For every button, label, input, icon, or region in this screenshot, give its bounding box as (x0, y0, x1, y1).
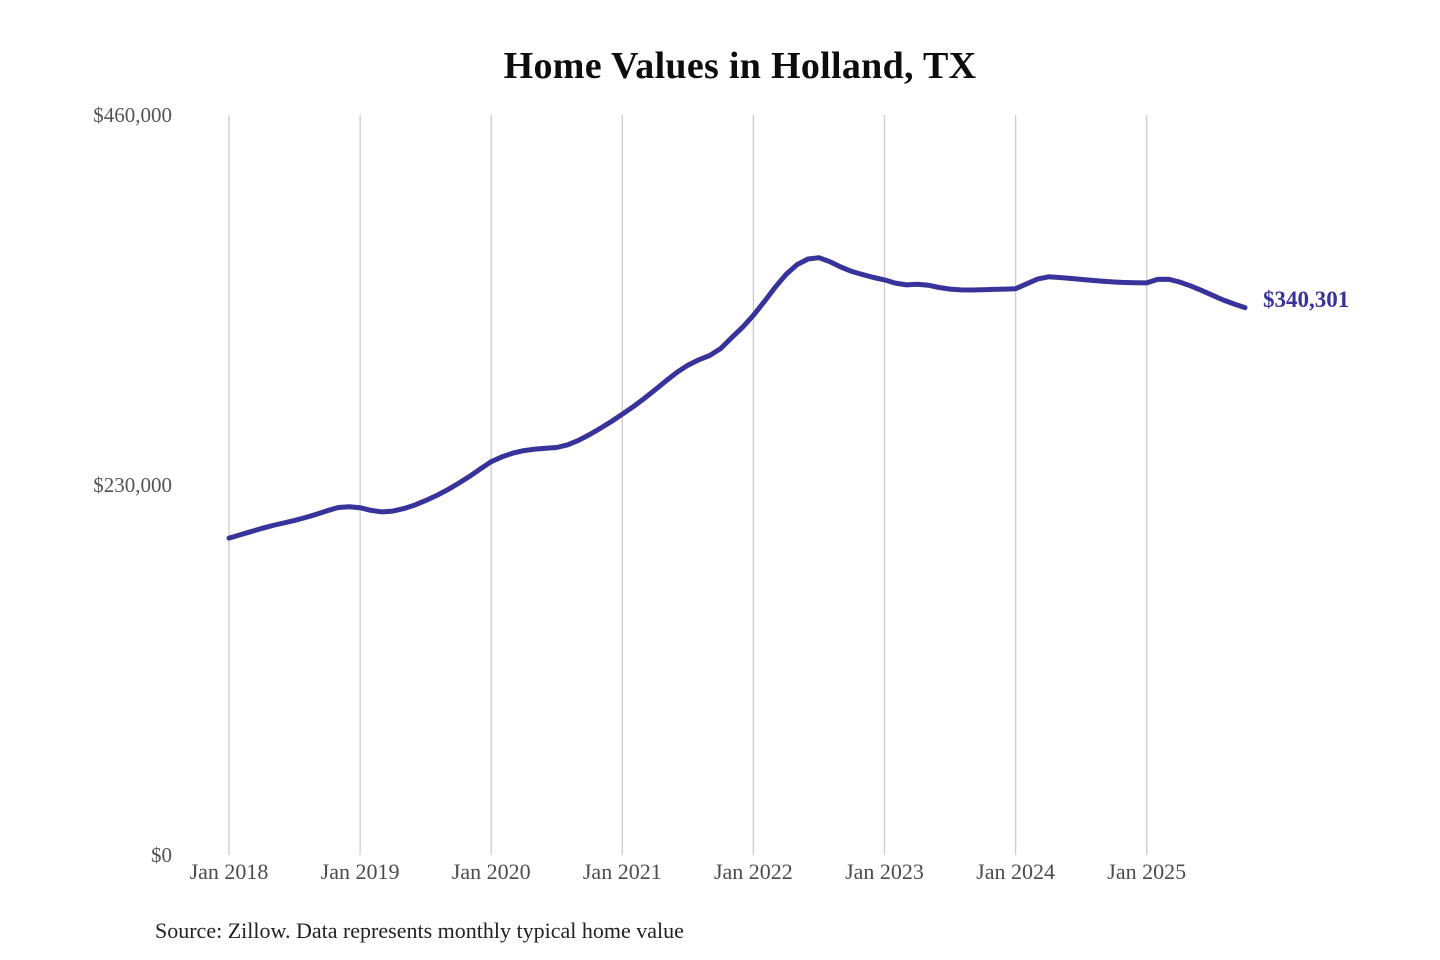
x-axis-tick-label: Jan 2018 (189, 859, 269, 884)
home-value-line (226, 255, 1248, 541)
x-axis-tick-label: Jan 2019 (320, 859, 400, 884)
x-axis-tick-label: Jan 2021 (582, 859, 662, 884)
x-axis-tick-label: Jan 2024 (976, 859, 1055, 884)
y-axis-tick-label: $0 (151, 843, 172, 867)
y-axis-tick-label: $230,000 (93, 473, 172, 497)
current-value-label: $340,301 (1263, 287, 1350, 312)
x-axis-tick-label: Jan 2020 (451, 859, 531, 884)
x-axis-tick-label: Jan 2025 (1107, 859, 1187, 884)
chart-title: Home Values in Holland, TX (503, 45, 977, 87)
y-axis-tick-label: $460,000 (93, 103, 172, 127)
x-axis-tick-label: Jan 2023 (845, 859, 924, 884)
source-note: Source: Zillow. Data represents monthly … (155, 918, 684, 943)
x-axis-tick-label: Jan 2022 (713, 859, 793, 884)
